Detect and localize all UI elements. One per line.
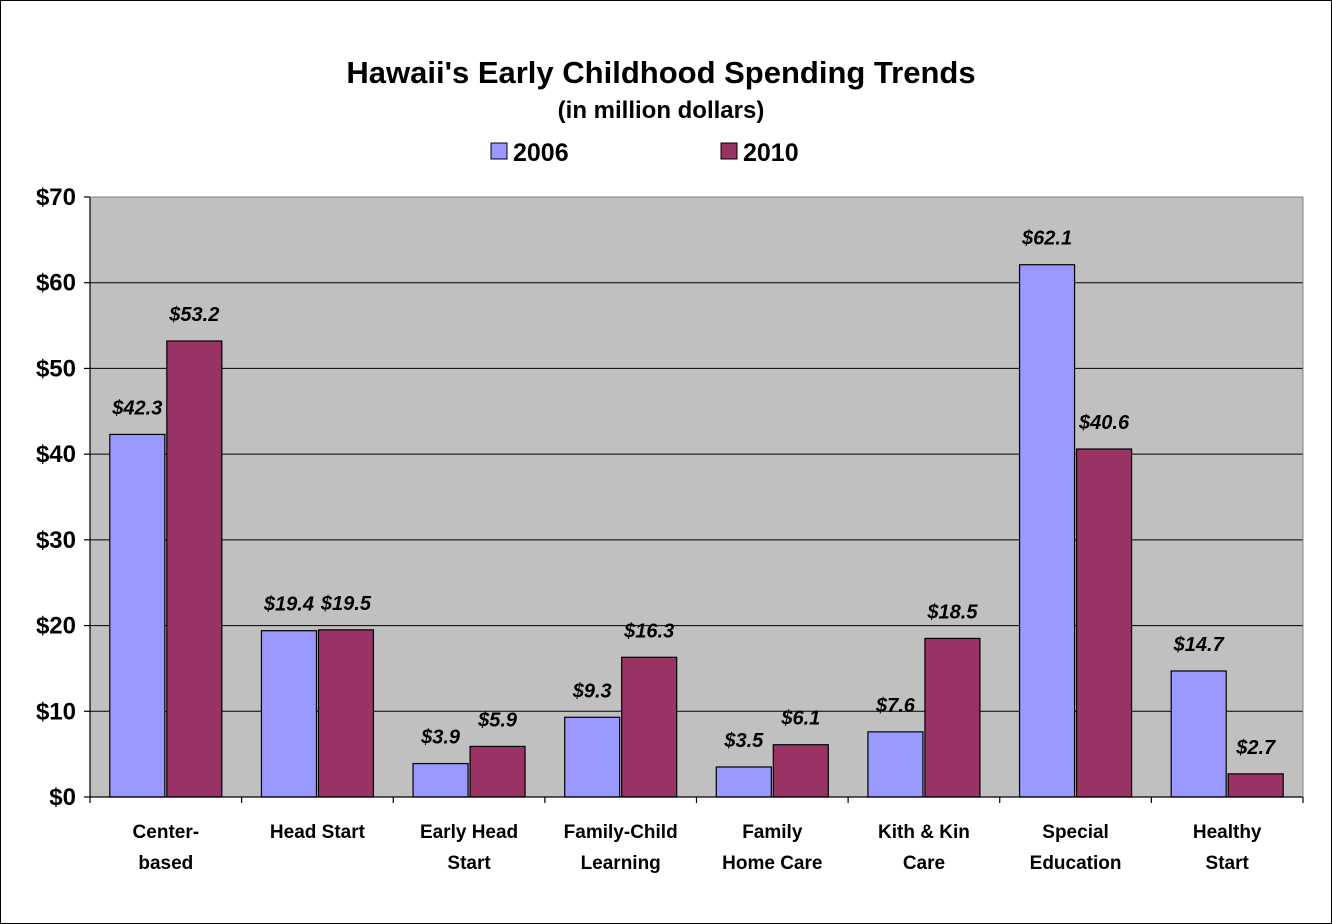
data-label: $3.5 [723, 730, 764, 752]
y-tick-label: $50 [36, 355, 76, 382]
data-label: $19.4 [263, 594, 314, 616]
y-tick-label: $10 [36, 698, 76, 725]
bar-2006 [715, 766, 772, 798]
y-tick-label: $0 [49, 784, 76, 811]
legend-label-2006: 2006 [513, 139, 569, 167]
x-tick-label: Kith & Kin Care [878, 822, 970, 874]
bar-2010 [317, 629, 375, 798]
data-label: $40.6 [1078, 412, 1130, 434]
bar-2010 [1227, 773, 1284, 798]
x-tick-label: Center-based [133, 822, 200, 874]
bar-2006 [412, 762, 469, 798]
bar-2006 [867, 731, 924, 798]
data-label: $9.3 [572, 680, 612, 702]
x-tick-label: Head Start [270, 822, 366, 843]
data-label: $62.1 [1021, 228, 1072, 250]
legend: 2006 2010 [490, 139, 799, 167]
data-label: $16.3 [623, 620, 674, 642]
bar-2006 [109, 433, 166, 798]
bar-2010 [924, 637, 981, 798]
bar-2010 [469, 745, 526, 798]
x-tick-label: Special Education [1030, 822, 1122, 874]
bar-2010 [621, 656, 678, 798]
data-label: $18.5 [926, 601, 978, 623]
y-tick-label: $60 [36, 270, 76, 297]
data-label: $19.5 [320, 593, 372, 615]
y-tick-label: $70 [36, 184, 76, 211]
data-label: $14.7 [1173, 634, 1225, 656]
data-labels: $42.3 $53.2 $19.4 $19.5 $3.9 $5.9 $9.3 $16.3 $3.… [111, 228, 1276, 759]
chart-subtitle: (in million dollars) [558, 97, 765, 124]
x-tick-label: Early Head Start [420, 822, 518, 874]
bar-2006 [1018, 264, 1076, 798]
bar-2010 [166, 340, 223, 798]
x-tick-label: Family Home Care [722, 822, 822, 874]
y-tick-label: $30 [36, 527, 76, 554]
bar-2006 [260, 630, 318, 798]
bar-2006 [564, 716, 621, 798]
y-tick-label: $40 [36, 441, 76, 468]
bar-2010 [772, 744, 829, 798]
data-label: $3.9 [420, 727, 461, 749]
x-tick-label: Healthy Start [1193, 822, 1262, 874]
legend-swatch-2006 [490, 142, 508, 160]
x-tick-label: Family-Child Learning [564, 822, 678, 874]
bar-2010 [1075, 448, 1133, 798]
data-label: $53.2 [168, 304, 219, 326]
data-label: $5.9 [477, 709, 518, 731]
data-label: $7.6 [875, 695, 916, 717]
data-label: $6.1 [780, 708, 820, 730]
y-axis-ticks: $0 $10 $20 $30 $40 $50 $60 $70 [36, 184, 90, 811]
x-axis-ticks: Center-based Head Start Early Head Start Fam… [89, 797, 1304, 874]
bar-2006 [1170, 670, 1227, 798]
legend-label-2010: 2010 [743, 139, 799, 167]
chart-title: Hawaii's Early Childhood Spending Trends [346, 55, 975, 90]
data-label: $42.3 [111, 397, 162, 419]
legend-swatch-2010 [720, 142, 738, 160]
y-tick-label: $20 [36, 613, 76, 640]
data-label: $2.7 [1235, 737, 1276, 759]
